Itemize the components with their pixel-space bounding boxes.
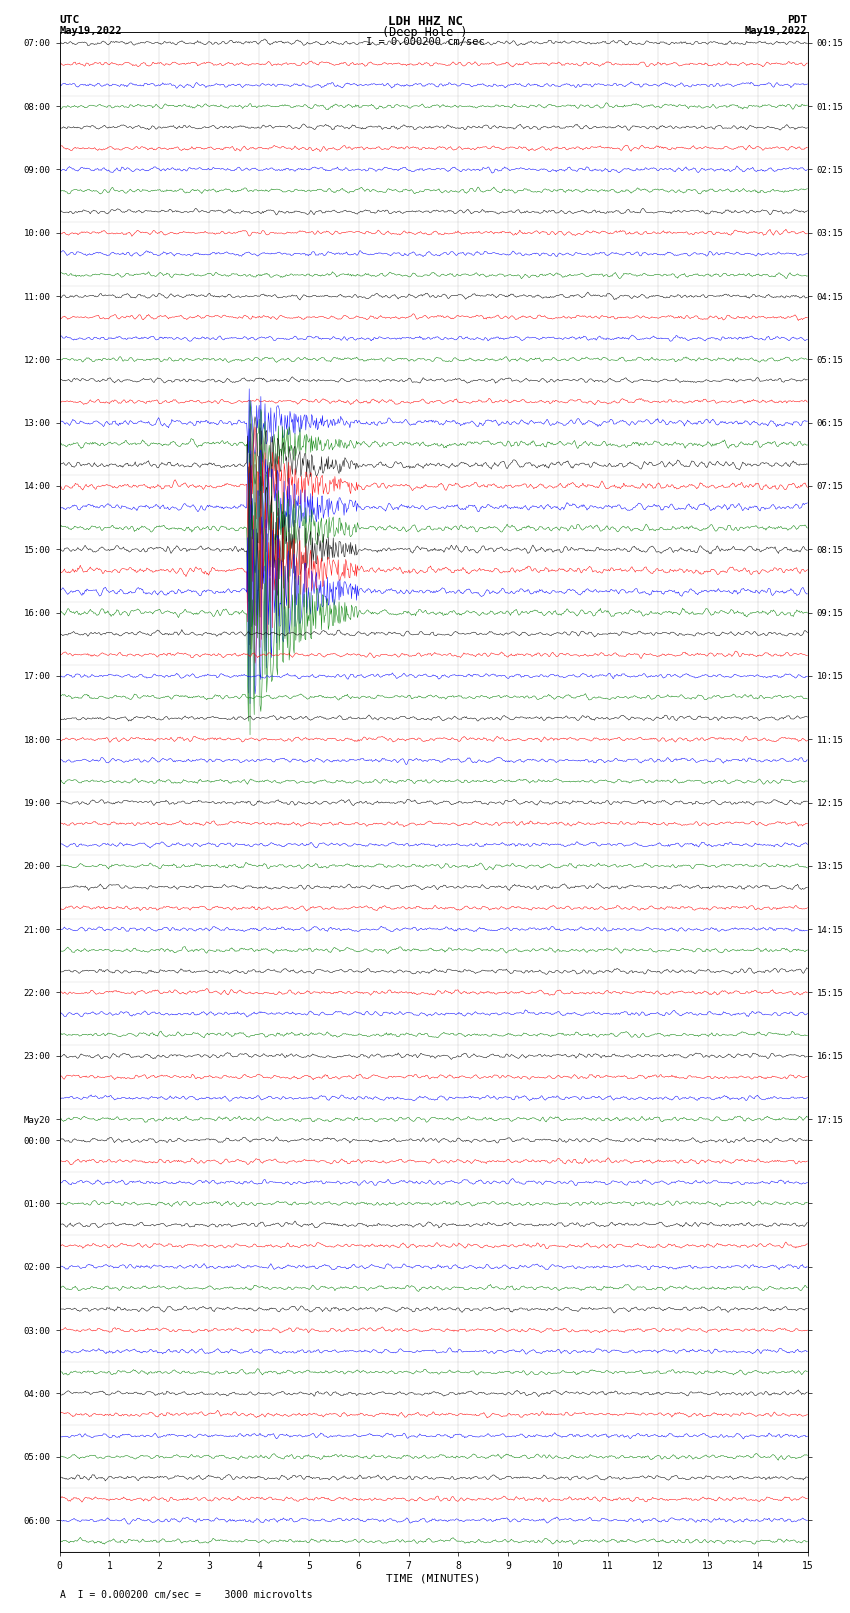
Text: May19,2022: May19,2022 [745, 26, 808, 35]
Text: UTC: UTC [60, 15, 80, 24]
Text: LDH HHZ NC: LDH HHZ NC [388, 15, 462, 27]
Text: (Deep Hole ): (Deep Hole ) [382, 26, 468, 39]
X-axis label: TIME (MINUTES): TIME (MINUTES) [386, 1574, 481, 1584]
Text: A  I = 0.000200 cm/sec =    3000 microvolts: A I = 0.000200 cm/sec = 3000 microvolts [60, 1590, 312, 1600]
Text: May19,2022: May19,2022 [60, 26, 122, 35]
Text: PDT: PDT [787, 15, 808, 24]
Text: I = 0.000200 cm/sec: I = 0.000200 cm/sec [366, 37, 484, 47]
